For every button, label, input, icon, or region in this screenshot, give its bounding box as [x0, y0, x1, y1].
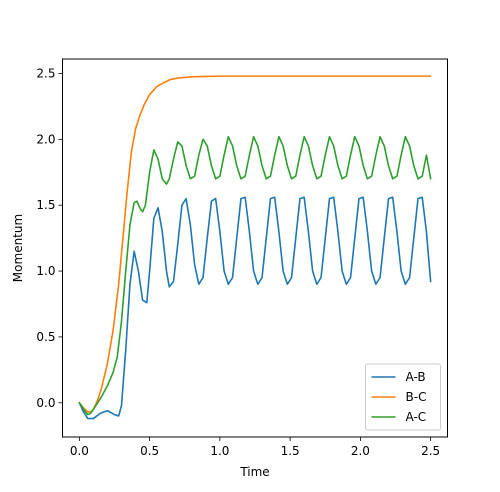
x-tick-label: 2.5 — [421, 444, 440, 458]
legend-label: A-C — [406, 410, 427, 424]
y-tick-label: 1.5 — [36, 198, 55, 212]
legend-label: A-B — [406, 370, 426, 384]
legend: A-B B-C A-C — [365, 363, 441, 431]
x-tick-label: 0.0 — [70, 444, 89, 458]
y-tick-label: 2.0 — [36, 132, 55, 146]
y-tick-label: 0.5 — [36, 330, 55, 344]
series-layer — [78, 75, 432, 420]
plot-frame — [62, 58, 448, 438]
y-tick-label: 0.0 — [36, 396, 55, 410]
y-axis-label: Momentum — [11, 214, 25, 282]
y-tick-label: 2.5 — [36, 66, 55, 80]
x-tick-label: 1.5 — [281, 444, 300, 458]
legend-box — [365, 363, 441, 431]
series-line-a-b — [78, 196, 432, 420]
x-axis: 0.0 0.5 1.0 1.5 2.0 2.5 — [70, 437, 440, 458]
series-line-a-c — [78, 135, 432, 416]
y-tick-label: 1.0 — [36, 264, 55, 278]
legend-label: B-C — [406, 390, 427, 404]
x-tick-label: 0.5 — [140, 444, 159, 458]
y-axis: 0.0 0.5 1.0 1.5 2.0 2.5 — [36, 66, 63, 410]
x-axis-label: Time — [239, 465, 269, 479]
series-line-b-c — [78, 75, 432, 413]
x-tick-label: 1.0 — [210, 444, 229, 458]
x-tick-label: 2.0 — [351, 444, 370, 458]
